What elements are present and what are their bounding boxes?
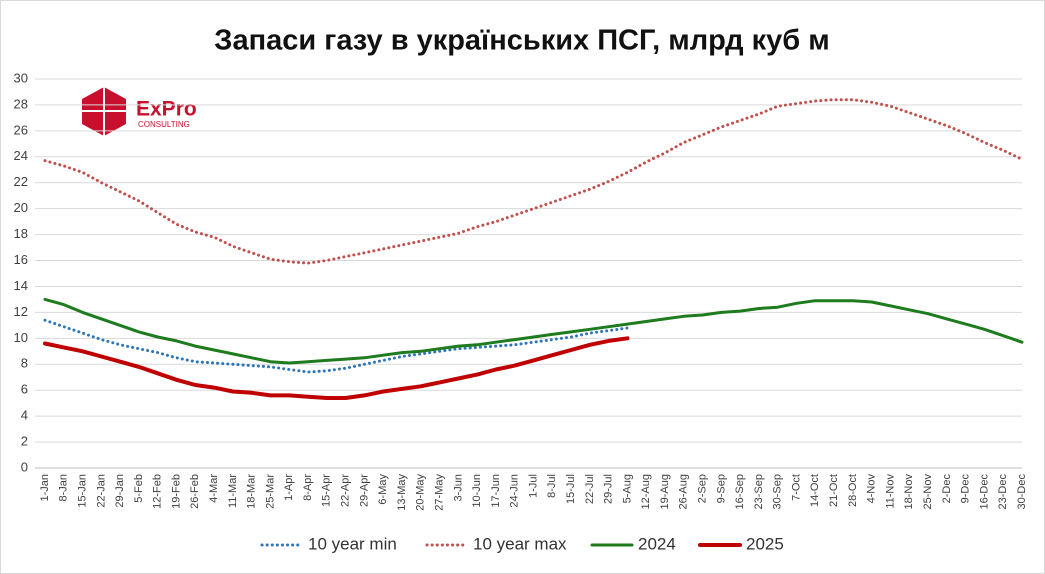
x-tick-label: 26-Aug bbox=[678, 474, 690, 509]
y-tick-label: 28 bbox=[14, 96, 28, 111]
x-tick-label: 19-Aug bbox=[659, 474, 671, 509]
x-tick-label: 22-Jan bbox=[95, 474, 107, 508]
y-tick-label: 18 bbox=[14, 226, 28, 241]
y-tick-label: 14 bbox=[14, 278, 28, 293]
x-tick-label: 14-Oct bbox=[809, 474, 821, 507]
x-tick-label: 30-Dec bbox=[1016, 474, 1028, 510]
x-tick-label: 9-Dec bbox=[960, 474, 972, 504]
y-tick-label: 26 bbox=[14, 122, 28, 137]
x-tick-label: 11-Nov bbox=[884, 474, 896, 509]
x-tick-label: 25-Nov bbox=[922, 474, 934, 510]
x-tick-label: 23-Sep bbox=[753, 474, 765, 509]
y-tick-label: 10 bbox=[14, 330, 28, 345]
logo-subtitle: CONSULTING bbox=[138, 120, 190, 129]
legend-label: 2024 bbox=[638, 534, 676, 553]
logo-name: ExPro bbox=[136, 98, 197, 121]
y-tick-label: 2 bbox=[21, 434, 28, 449]
x-tick-label: 10-Jun bbox=[471, 474, 483, 508]
y-tick-label: 6 bbox=[21, 382, 28, 397]
x-tick-label: 22-Jul bbox=[584, 474, 596, 504]
x-tick-label: 18-Nov bbox=[903, 474, 915, 510]
x-tick-label: 11-Mar bbox=[227, 474, 239, 508]
x-tick-label: 1-Apr bbox=[283, 474, 295, 501]
x-tick-label: 16-Sep bbox=[734, 474, 746, 509]
x-tick-label: 1-Jul bbox=[527, 474, 539, 498]
x-tick-label: 29-Jul bbox=[603, 474, 615, 504]
x-tick-label: 12-Feb bbox=[152, 474, 164, 509]
x-tick-label: 2-Sep bbox=[697, 474, 709, 503]
series-line bbox=[43, 318, 629, 374]
series-line bbox=[43, 336, 630, 400]
x-tick-label: 18-Mar bbox=[246, 474, 258, 509]
x-tick-label: 19-Feb bbox=[170, 474, 182, 509]
y-tick-label: 16 bbox=[14, 252, 28, 267]
x-tick-label: 27-May bbox=[433, 474, 445, 511]
x-tick-label: 1-Jan bbox=[39, 474, 51, 502]
x-tick-label: 6-May bbox=[377, 474, 389, 505]
x-tick-label: 15-Jan bbox=[76, 474, 88, 508]
x-tick-label: 8-Jul bbox=[546, 474, 558, 498]
x-tick-label: 7-Oct bbox=[790, 474, 802, 501]
x-tick-label: 25-Mar bbox=[264, 474, 276, 509]
x-tick-label: 12-Aug bbox=[640, 474, 652, 509]
y-tick-label: 0 bbox=[21, 459, 28, 474]
x-tick-label: 28-Oct bbox=[847, 474, 859, 507]
y-tick-label: 20 bbox=[14, 200, 28, 215]
x-tick-label: 4-Mar bbox=[208, 474, 220, 503]
x-tick-label: 15-Jul bbox=[565, 474, 577, 504]
x-tick-label: 8-Jan bbox=[58, 474, 70, 502]
x-tick-label: 26-Feb bbox=[189, 474, 201, 509]
x-tick-label: 5-Aug bbox=[621, 474, 633, 503]
x-tick-label: 15-Apr bbox=[321, 474, 333, 507]
series-line bbox=[43, 297, 1024, 365]
logo: ExPro CONSULTING bbox=[82, 87, 197, 136]
x-tick-label: 23-Dec bbox=[997, 474, 1009, 510]
legend-label: 10 year min bbox=[308, 534, 397, 553]
x-tick-label: 20-May bbox=[415, 474, 427, 511]
x-tick-label: 3-Jun bbox=[452, 474, 464, 502]
x-tick-label: 29-Apr bbox=[358, 474, 370, 507]
y-tick-label: 24 bbox=[14, 148, 28, 163]
y-tick-label: 12 bbox=[14, 304, 28, 319]
x-tick-label: 9-Sep bbox=[715, 474, 727, 503]
x-tick-label: 16-Dec bbox=[978, 474, 990, 510]
x-tick-label: 29-Jan bbox=[114, 474, 126, 508]
legend-label: 2025 bbox=[746, 534, 784, 553]
x-tick-label: 21-Oct bbox=[828, 474, 840, 507]
x-tick-label: 24-Jun bbox=[509, 474, 521, 508]
chart-title: Запаси газу в українських ПСГ, млрд куб … bbox=[214, 25, 829, 57]
x-tick-label: 22-Apr bbox=[340, 474, 352, 507]
x-tick-label: 30-Sep bbox=[772, 474, 784, 509]
x-tick-label: 5-Feb bbox=[133, 474, 145, 503]
legend-label: 10 year max bbox=[473, 534, 567, 553]
x-tick-label: 13-May bbox=[396, 474, 408, 511]
y-tick-label: 30 bbox=[14, 70, 28, 85]
x-tick-label: 4-Nov bbox=[866, 474, 878, 504]
y-tick-label: 8 bbox=[21, 356, 28, 371]
y-tick-label: 22 bbox=[14, 174, 28, 189]
x-tick-label: 8-Apr bbox=[302, 474, 314, 501]
x-tick-label: 17-Jun bbox=[490, 474, 502, 508]
y-tick-label: 4 bbox=[21, 408, 28, 423]
x-tick-label: 2-Dec bbox=[941, 474, 953, 504]
